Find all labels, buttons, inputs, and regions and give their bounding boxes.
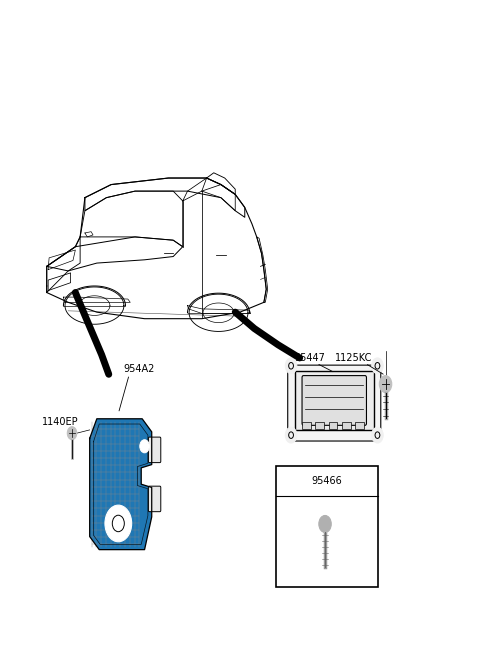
- Text: 1125KC: 1125KC: [336, 353, 373, 363]
- FancyBboxPatch shape: [148, 486, 161, 512]
- FancyBboxPatch shape: [302, 376, 366, 425]
- Circle shape: [379, 376, 392, 393]
- Bar: [356, 422, 364, 428]
- Circle shape: [372, 358, 383, 374]
- Circle shape: [372, 427, 383, 443]
- Text: 95447: 95447: [294, 353, 325, 363]
- Circle shape: [285, 427, 297, 443]
- FancyBboxPatch shape: [148, 437, 161, 463]
- Text: 954A2: 954A2: [123, 364, 155, 374]
- Circle shape: [105, 505, 132, 542]
- Bar: [295, 371, 373, 430]
- Bar: [276, 466, 378, 587]
- Bar: [302, 422, 311, 428]
- Text: 1140EP: 1140EP: [42, 417, 79, 426]
- Bar: [329, 422, 337, 428]
- Circle shape: [67, 426, 77, 440]
- Bar: [315, 422, 324, 428]
- Circle shape: [140, 440, 149, 453]
- FancyBboxPatch shape: [288, 365, 381, 441]
- Text: 95466: 95466: [312, 476, 342, 486]
- Circle shape: [285, 358, 297, 374]
- Bar: [342, 422, 351, 428]
- Circle shape: [319, 516, 331, 532]
- Polygon shape: [90, 419, 152, 550]
- Polygon shape: [90, 419, 152, 550]
